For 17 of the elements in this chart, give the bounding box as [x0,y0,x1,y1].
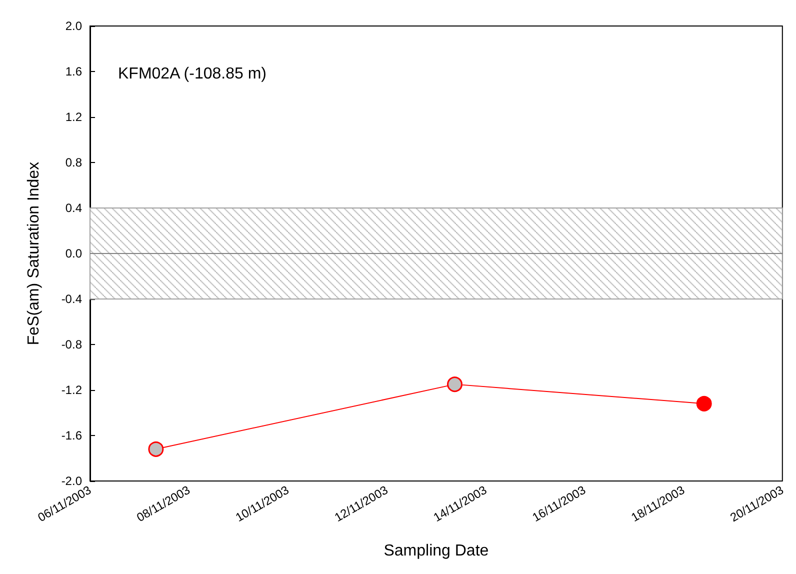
x-axis-title: Sampling Date [384,542,489,560]
y-tick-label: 0.0 [65,246,82,260]
y-tick-label: 0.8 [65,156,82,170]
point [447,376,462,392]
y-tick-label: -2.0 [61,474,82,488]
y-tick-label: -1.2 [61,383,82,397]
y-tick-label: 2.0 [65,19,82,33]
annotation: KFM02A (-108.85 m) [118,66,266,82]
y-tick-label: 0.4 [65,201,82,215]
y-tick-label: 1.6 [65,64,82,78]
y-tick-label: -1.6 [61,428,82,442]
y-tick-label: -0.4 [61,292,82,306]
point [696,396,712,412]
y-tick-label: 1.2 [65,110,82,124]
y-tick-label: -0.8 [61,338,82,352]
y-axis-title: FeS(am) Saturation Index [26,162,42,346]
point [148,441,164,457]
